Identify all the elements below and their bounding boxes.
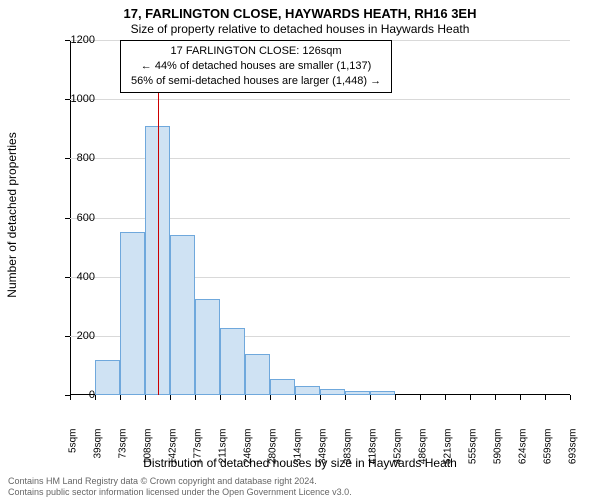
x-tick-mark bbox=[295, 395, 296, 400]
x-tick-label: 521sqm bbox=[443, 429, 454, 479]
x-tick-mark bbox=[345, 395, 346, 400]
x-tick-label: 452sqm bbox=[393, 429, 404, 479]
histogram-bar bbox=[320, 389, 345, 395]
y-tick-label: 400 bbox=[55, 271, 95, 283]
x-tick-label: 5sqm bbox=[68, 429, 79, 479]
y-tick-label: 600 bbox=[55, 212, 95, 224]
histogram-bar bbox=[170, 235, 195, 395]
x-tick-mark bbox=[545, 395, 546, 400]
y-axis-title: Number of detached properties bbox=[5, 132, 19, 297]
x-tick-mark bbox=[395, 395, 396, 400]
x-tick-label: 314sqm bbox=[293, 429, 304, 479]
x-tick-label: 486sqm bbox=[418, 429, 429, 479]
x-tick-mark bbox=[270, 395, 271, 400]
x-tick-label: 349sqm bbox=[318, 429, 329, 479]
chart-container: 17, FARLINGTON CLOSE, HAYWARDS HEATH, RH… bbox=[0, 0, 600, 500]
x-tick-mark bbox=[495, 395, 496, 400]
x-tick-label: 624sqm bbox=[518, 429, 529, 479]
x-tick-label: 693sqm bbox=[568, 429, 579, 479]
info-line-3: 56% of semi-detached houses are larger (… bbox=[131, 74, 381, 89]
info-annotation-box: 17 FARLINGTON CLOSE: 126sqm ← 44% of det… bbox=[120, 40, 392, 93]
y-tick-label: 1000 bbox=[55, 93, 95, 105]
histogram-bar bbox=[345, 391, 370, 395]
y-tick-label: 0 bbox=[55, 389, 95, 401]
x-tick-mark bbox=[220, 395, 221, 400]
x-tick-label: 418sqm bbox=[368, 429, 379, 479]
histogram-bar bbox=[295, 386, 320, 395]
info-line-2: ← 44% of detached houses are smaller (1,… bbox=[131, 59, 381, 74]
plot-area bbox=[70, 40, 570, 395]
histogram-bar bbox=[220, 328, 245, 395]
chart-title-main: 17, FARLINGTON CLOSE, HAYWARDS HEATH, RH… bbox=[0, 0, 600, 21]
histogram-bar bbox=[120, 232, 145, 395]
y-tick-label: 200 bbox=[55, 330, 95, 342]
footer-attribution: Contains HM Land Registry data © Crown c… bbox=[8, 476, 352, 499]
x-tick-label: 142sqm bbox=[168, 429, 179, 479]
x-tick-label: 659sqm bbox=[543, 429, 554, 479]
x-tick-mark bbox=[95, 395, 96, 400]
reference-marker-line bbox=[158, 40, 159, 395]
y-tick-label: 1200 bbox=[55, 34, 95, 46]
x-tick-label: 246sqm bbox=[243, 429, 254, 479]
x-tick-label: 383sqm bbox=[343, 429, 354, 479]
x-tick-label: 590sqm bbox=[493, 429, 504, 479]
histogram-bar bbox=[245, 354, 270, 395]
x-tick-label: 280sqm bbox=[268, 429, 279, 479]
x-tick-mark bbox=[420, 395, 421, 400]
x-tick-label: 555sqm bbox=[468, 429, 479, 479]
histogram-bar bbox=[195, 299, 220, 395]
x-tick-mark bbox=[520, 395, 521, 400]
x-tick-mark bbox=[195, 395, 196, 400]
x-tick-mark bbox=[470, 395, 471, 400]
x-tick-label: 177sqm bbox=[193, 429, 204, 479]
x-tick-mark bbox=[370, 395, 371, 400]
x-tick-mark bbox=[170, 395, 171, 400]
histogram-bar bbox=[370, 391, 395, 395]
x-tick-label: 108sqm bbox=[143, 429, 154, 479]
x-tick-mark bbox=[145, 395, 146, 400]
x-tick-mark bbox=[570, 395, 571, 400]
x-tick-label: 39sqm bbox=[93, 429, 104, 479]
x-tick-mark bbox=[320, 395, 321, 400]
x-tick-mark bbox=[245, 395, 246, 400]
x-tick-label: 73sqm bbox=[118, 429, 129, 479]
y-tick-label: 800 bbox=[55, 152, 95, 164]
footer-line-2: Contains public sector information licen… bbox=[8, 487, 352, 498]
histogram-bar bbox=[95, 360, 120, 396]
x-tick-mark bbox=[120, 395, 121, 400]
x-tick-label: 211sqm bbox=[218, 429, 229, 479]
gridline bbox=[70, 99, 570, 100]
x-tick-mark bbox=[445, 395, 446, 400]
histogram-bar bbox=[270, 379, 295, 395]
info-line-1: 17 FARLINGTON CLOSE: 126sqm bbox=[131, 44, 381, 59]
